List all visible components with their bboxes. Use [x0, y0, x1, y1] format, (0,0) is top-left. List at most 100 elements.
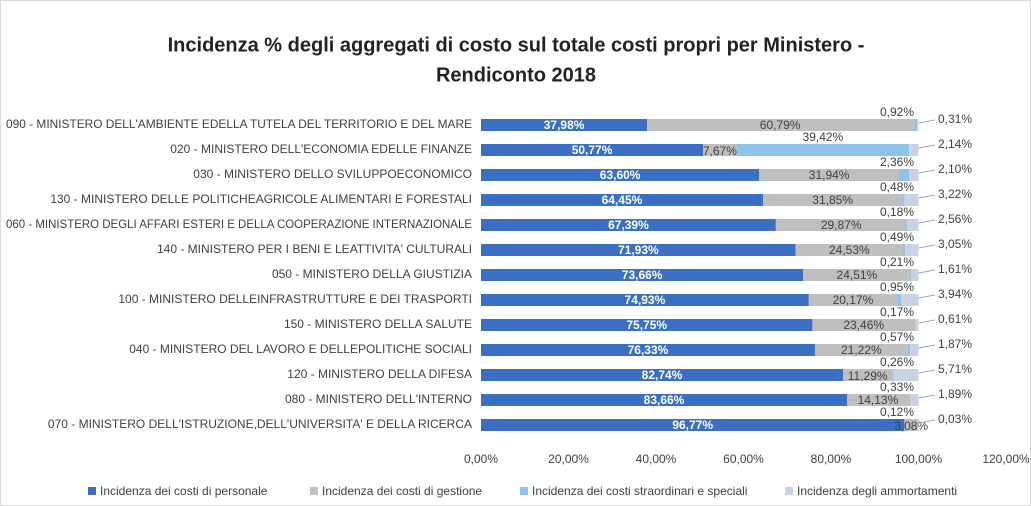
bar-segment	[481, 144, 704, 156]
data-label: 24,51%	[837, 268, 878, 282]
category-label: 120 - MINISTERO DELLA DIFESA	[287, 367, 472, 381]
bar-segment	[481, 319, 813, 331]
bar-segment	[906, 219, 908, 231]
data-label: 0,57%	[880, 330, 914, 344]
leader-line	[918, 419, 936, 424]
data-label: 0,33%	[880, 380, 914, 394]
data-label: 73,66%	[622, 268, 663, 282]
data-label: 21,22%	[841, 343, 882, 357]
data-label: 75,75%	[626, 318, 667, 332]
bar-segment	[897, 294, 902, 306]
data-label: 31,85%	[812, 193, 853, 207]
category-label: 040 - MINISTERO DEL LAVORO E DELLEPOLITI…	[129, 342, 472, 356]
data-label: 2,14%	[938, 137, 972, 151]
bar-segment	[481, 269, 804, 281]
category-label: 140 - MINISTERO PER I BENI E LEATTIVITA'…	[157, 242, 472, 256]
data-label: 0,48%	[880, 180, 914, 194]
leader-line	[918, 144, 936, 149]
category-label: 080 - MINISTERO DELL'INTERNO	[285, 392, 472, 406]
data-label: 0,92%	[880, 105, 914, 119]
chart-title: Incidenza % degli aggregati di costo sul…	[168, 34, 865, 56]
data-label: 0,21%	[880, 255, 914, 269]
bar-segment	[842, 369, 893, 381]
bar-segment	[703, 144, 737, 156]
data-label: 0,26%	[880, 355, 914, 369]
data-label: 7,67%	[703, 144, 737, 158]
bar-segment	[759, 169, 899, 181]
bar-segment	[803, 269, 911, 281]
bar-segment	[910, 344, 919, 356]
bar-segment	[481, 169, 760, 181]
data-label: 2,10%	[938, 162, 972, 176]
bar-segment	[910, 394, 919, 406]
data-label: 3,05%	[938, 237, 972, 251]
data-label: 50,77%	[572, 143, 613, 157]
bar-segment	[481, 119, 648, 131]
data-label: 71,93%	[618, 243, 659, 257]
x-tick-label: 0,00%	[464, 452, 498, 466]
data-label: 64,45%	[602, 193, 643, 207]
x-tick-label: 120,00%	[982, 452, 1030, 466]
data-label: 63,60%	[600, 168, 641, 182]
data-label: 74,93%	[625, 293, 666, 307]
data-label: 3,22%	[938, 187, 972, 201]
bar-segment	[913, 119, 918, 131]
data-label: 82,74%	[642, 368, 683, 382]
bar-segment	[762, 194, 903, 206]
bar-segment	[736, 144, 910, 156]
category-label: 130 - MINISTERO DELLE POLITICHEAGRICOLE …	[50, 192, 472, 206]
x-tick-label: 60,00%	[723, 452, 764, 466]
data-label: 0,18%	[880, 205, 914, 219]
data-label: 0,31%	[938, 112, 972, 126]
data-label: 2,36%	[880, 155, 914, 169]
data-label: 0,95%	[880, 280, 914, 294]
bar-segment	[909, 144, 919, 156]
bar-segment	[910, 269, 912, 281]
x-tick-label: 100,00%	[895, 452, 943, 466]
chart-subtitle: Rendiconto 2018	[436, 64, 596, 86]
bar-segment	[481, 369, 843, 381]
bar-segment	[907, 344, 911, 356]
bar-segment	[915, 319, 916, 331]
data-label: 14,13%	[858, 393, 899, 407]
bar-segment	[917, 419, 919, 431]
leader-line	[918, 394, 936, 399]
bar-segment	[481, 344, 815, 356]
x-tick-label: 40,00%	[636, 452, 677, 466]
data-label: 37,98%	[544, 118, 585, 132]
bar-segment	[481, 394, 848, 406]
bar-segment	[481, 294, 809, 306]
bar-segment	[917, 119, 919, 131]
category-label: 060 - MINISTERO DEGLI AFFARI ESTERI E DE…	[6, 217, 472, 231]
data-label: 5,71%	[938, 362, 972, 376]
bar-segment	[775, 219, 907, 231]
bar-segment	[808, 294, 898, 306]
bar-segment	[481, 219, 776, 231]
legend-swatch	[785, 487, 793, 495]
data-label: 0,03%	[938, 412, 972, 426]
legend-label: Incidenza dei costi di personale	[100, 484, 268, 498]
leader-line	[918, 294, 936, 299]
leader-line	[918, 344, 936, 349]
data-label: 39,42%	[803, 130, 844, 144]
data-label: 24,53%	[829, 243, 870, 257]
category-label: 100 - MINISTERO DELLEINFRASTRUTTURE E DE…	[118, 292, 472, 306]
bar-segment	[892, 369, 894, 381]
legend-label: Incidenza degli ammortamenti	[797, 484, 957, 498]
data-label: 2,56%	[938, 212, 972, 226]
bar-segment	[902, 194, 905, 206]
data-label: 20,17%	[833, 293, 874, 307]
bar-segment	[905, 244, 919, 256]
data-label: 1,87%	[938, 337, 972, 351]
category-label: 070 - MINISTERO DELL'ISTRUZIONE,DELL'UNI…	[48, 417, 472, 431]
bar-segment	[898, 169, 910, 181]
legend-swatch	[88, 487, 96, 495]
data-label: 31,94%	[809, 168, 850, 182]
data-label: 83,66%	[644, 393, 685, 407]
data-label: 11,29%	[848, 369, 888, 383]
data-label: 1,61%	[938, 262, 972, 276]
data-label: 60,79%	[760, 118, 801, 132]
leader-line	[918, 319, 936, 324]
bar-segment	[911, 269, 919, 281]
